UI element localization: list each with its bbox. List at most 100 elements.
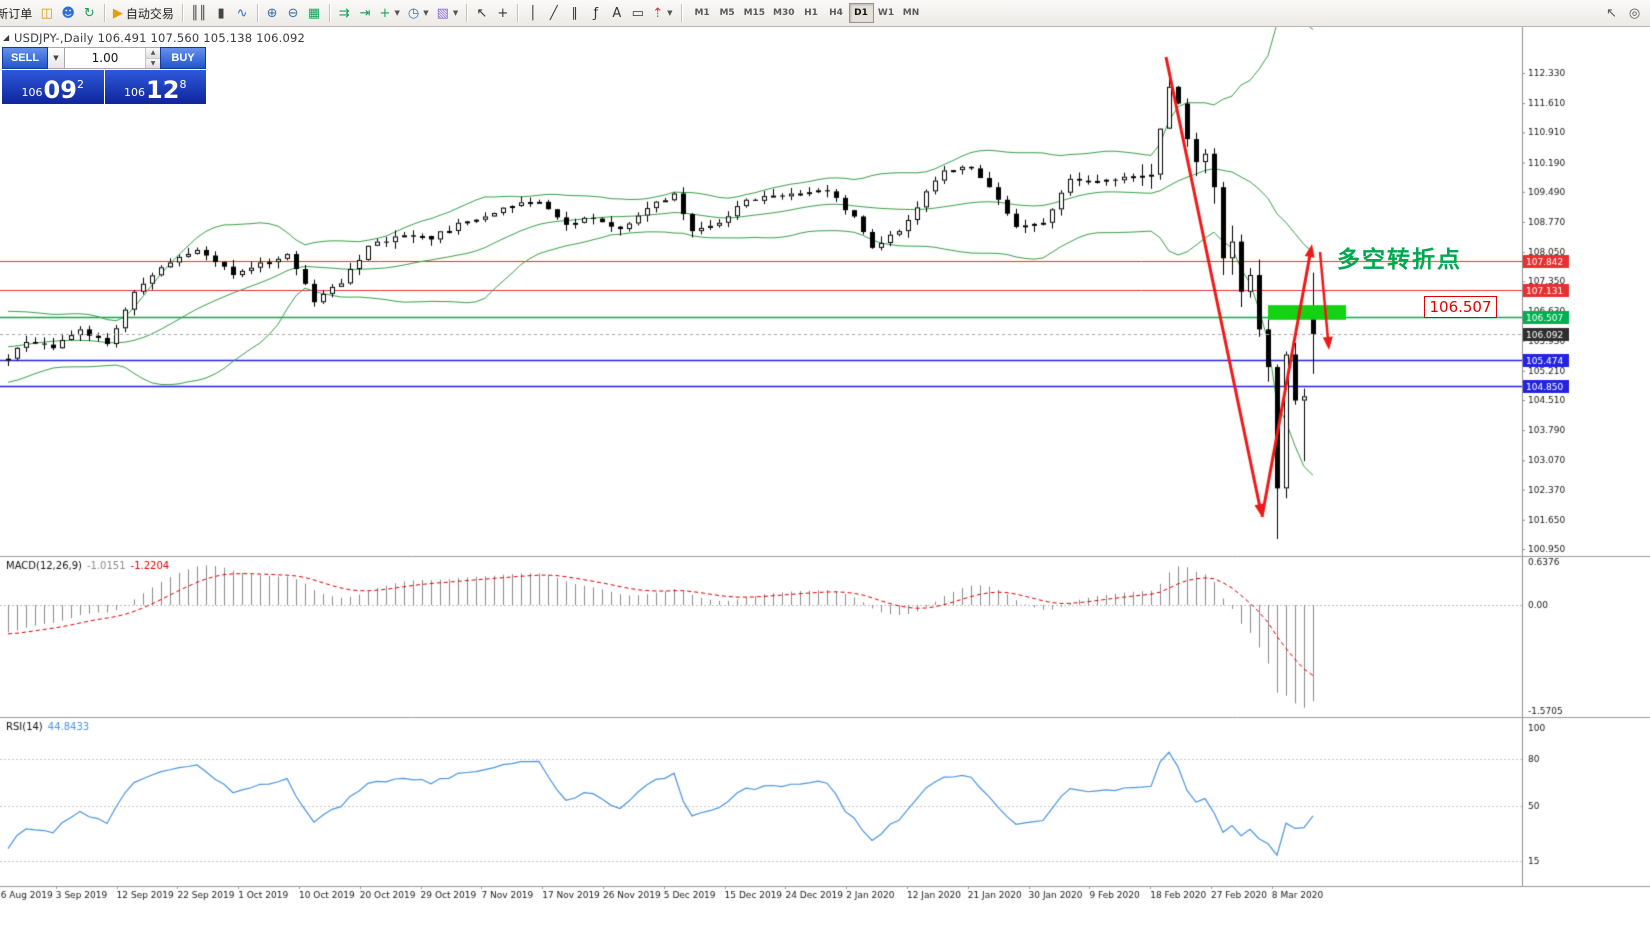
- timeframe-m15[interactable]: M15: [743, 8, 766, 18]
- channel-button[interactable]: ∥: [564, 2, 585, 24]
- auto-scroll-icon: ⇉: [338, 5, 350, 21]
- bar-chart-button[interactable]: ║║: [187, 2, 211, 24]
- trendline-icon: ╱: [549, 5, 558, 21]
- timeframe-w1[interactable]: W1: [877, 8, 895, 18]
- zoom-out-icon: ⊖: [287, 5, 299, 21]
- toolbar-separator: [181, 4, 183, 22]
- timeframe-h4[interactable]: H4: [829, 8, 843, 18]
- sell-price-prefix: 106: [21, 85, 43, 99]
- volume-up-button[interactable]: ▲: [146, 48, 160, 59]
- chevron-down-icon: ▼: [423, 9, 429, 17]
- indicators-icon: +: [379, 5, 391, 21]
- volume-down-button[interactable]: ▼: [146, 58, 160, 68]
- autotrading-icon: ▶: [112, 5, 123, 21]
- one-click-trading-panel: SELL ▼ ▲ ▼ BUY 106 09 2 106 12 8: [2, 47, 206, 104]
- periods-button[interactable]: ◷ ▼: [404, 2, 433, 24]
- timeframe-mn[interactable]: MN: [902, 8, 920, 18]
- sell-button[interactable]: SELL: [2, 47, 48, 69]
- refresh-button[interactable]: ↻: [79, 2, 100, 24]
- timeframe-group: M1 M5 M15 M30 H1 H4 D1 W1 MN: [690, 3, 924, 23]
- toolbar-separator: [103, 4, 105, 22]
- buy-price-sup: 8: [179, 78, 187, 91]
- main-toolbar: ▤新订单◫☻↻▶自动交易║║▮∿⊕⊖▦⇉⇥+▼◷▼▧▼↖+│╱∥ƒA▭⇡▼M1M…: [0, 0, 1650, 27]
- arrows-icon: ⇡: [652, 5, 664, 21]
- chevron-down-icon: ▼: [394, 9, 400, 17]
- vertical-line-icon: │: [528, 5, 537, 21]
- profiles-button[interactable]: ☻: [57, 2, 79, 24]
- chevron-down-icon: ▼: [667, 9, 673, 17]
- sell-price-sup: 2: [76, 78, 84, 91]
- cursor-icon: ↖: [476, 5, 488, 21]
- pointer-mini-button[interactable]: ↖: [1601, 2, 1622, 24]
- text-label-icon: ▭: [631, 5, 644, 21]
- toolbar-separator: [256, 4, 258, 22]
- channel-icon: ∥: [571, 5, 579, 21]
- volume-input[interactable]: [65, 48, 145, 68]
- text-icon: A: [612, 5, 622, 21]
- new-order-button[interactable]: ▤新订单: [0, 2, 36, 24]
- timeframe-m1[interactable]: M1: [694, 8, 710, 18]
- text-label-button[interactable]: ▭: [627, 2, 648, 24]
- crosshair-button[interactable]: +: [492, 2, 513, 24]
- ohlc-header: USDJPY-,Daily 106.491 107.560 105.138 10…: [14, 31, 306, 45]
- periods-icon: ◷: [407, 5, 420, 21]
- bar-chart-icon: ║║: [190, 5, 207, 21]
- charts-window-icon: ◫: [40, 5, 53, 21]
- line-chart-icon: ∿: [236, 5, 248, 21]
- profile-icon: ☻: [61, 5, 75, 21]
- buy-price-big: 12: [146, 75, 180, 104]
- volume-mode-dropdown[interactable]: ▼: [48, 47, 65, 69]
- turning-point-annotation[interactable]: 多空转折点: [1337, 247, 1462, 273]
- chevron-down-icon: ▼: [53, 54, 59, 62]
- refresh-icon: ↻: [83, 5, 95, 21]
- candlestick-icon: ▮: [217, 5, 225, 21]
- chevron-down-icon: ▼: [452, 9, 459, 17]
- new-order-button-label: 新订单: [0, 6, 33, 21]
- autotrading-button-label: 自动交易: [125, 6, 174, 21]
- buy-price-prefix: 106: [124, 85, 146, 99]
- buy-button[interactable]: BUY: [160, 47, 206, 69]
- fibonacci-icon: ƒ: [593, 5, 599, 21]
- cursor-button[interactable]: ↖: [471, 2, 492, 24]
- buy-price-display[interactable]: 106 12 8: [104, 70, 206, 104]
- timeframe-m30[interactable]: M30: [773, 8, 795, 18]
- timeframe-d1[interactable]: D1: [848, 3, 874, 23]
- zoom-in-button[interactable]: ⊕: [262, 2, 283, 24]
- sell-price-big: 09: [43, 75, 77, 104]
- templates-button[interactable]: ▧ ▼: [433, 2, 463, 24]
- chart-shift-button[interactable]: ⇥: [355, 2, 376, 24]
- toolbar-separator: [517, 4, 519, 22]
- toolbar-separator: [328, 4, 330, 22]
- vertical-line-button[interactable]: │: [522, 2, 543, 24]
- panel-toggle-button[interactable]: ◎: [1624, 2, 1645, 24]
- text-button[interactable]: A: [606, 2, 627, 24]
- line-chart-button[interactable]: ∿: [232, 2, 253, 24]
- toolbar-separator: [680, 4, 682, 22]
- timeframe-h1[interactable]: H1: [804, 8, 818, 18]
- candlestick-button[interactable]: ▮: [211, 2, 232, 24]
- auto-scroll-button[interactable]: ⇉: [334, 2, 355, 24]
- toolbar-right-group: ↖ ◎: [1606, 2, 1647, 24]
- autotrading-button[interactable]: ▶ 自动交易: [109, 2, 178, 24]
- timeframe-m5[interactable]: M5: [719, 8, 735, 18]
- charts-window-button[interactable]: ◫: [36, 2, 57, 24]
- toolbar-separator: [466, 4, 468, 22]
- price-callout-box[interactable]: 106.507: [1424, 296, 1497, 318]
- one-click-panel-toggle[interactable]: ◢: [3, 33, 10, 42]
- indicators-button[interactable]: + ▼: [376, 2, 404, 24]
- volume-field: ▲ ▼: [65, 47, 160, 69]
- templates-icon: ▧: [436, 5, 449, 21]
- sell-price-display[interactable]: 106 09 2: [2, 70, 104, 104]
- trendline-button[interactable]: ╱: [543, 2, 564, 24]
- zoom-in-icon: ⊕: [266, 5, 278, 21]
- fibonacci-button[interactable]: ƒ: [585, 2, 606, 24]
- volume-stepper: ▲ ▼: [145, 48, 160, 68]
- pointer-mini-icon: ↖: [1606, 5, 1617, 21]
- crosshair-icon: +: [497, 5, 509, 21]
- chart-shift-icon: ⇥: [359, 5, 371, 21]
- zoom-out-button[interactable]: ⊖: [283, 2, 304, 24]
- grid-button[interactable]: ▦: [304, 2, 325, 24]
- arrows-button[interactable]: ⇡ ▼: [648, 2, 676, 24]
